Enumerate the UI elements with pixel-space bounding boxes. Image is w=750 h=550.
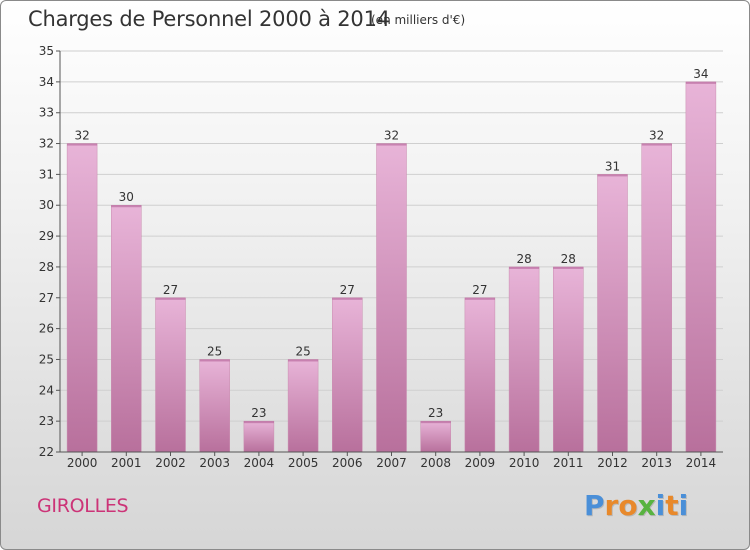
data-labels: 32 30 27 25 23 25 27 32 23 27 28 28 31 32 34 <box>74 67 708 420</box>
y-tick-label: 34 <box>39 75 54 89</box>
bar-2012 <box>597 174 628 453</box>
data-label: 27 <box>340 283 355 297</box>
data-label: 23 <box>251 406 266 420</box>
bar-top-edge <box>553 266 584 269</box>
data-label: 28 <box>516 252 531 266</box>
x-tick-label: 2001 <box>111 456 142 470</box>
bar-top-edge <box>376 143 407 146</box>
logo-letter: o <box>618 489 638 522</box>
logo-letter: x <box>637 489 656 522</box>
bars <box>66 81 717 453</box>
bar-top-edge <box>288 359 319 362</box>
bar-top-edge <box>67 143 98 146</box>
bar-top-edge <box>597 174 628 177</box>
data-label: 31 <box>605 159 620 173</box>
bar-2003 <box>199 359 230 453</box>
bar-top-edge <box>685 81 716 84</box>
x-tick-label: 2010 <box>509 456 540 470</box>
bar-2011 <box>553 266 584 453</box>
bar-top-edge <box>509 266 540 269</box>
x-tick-label: 2002 <box>155 456 186 470</box>
bar-2000 <box>66 143 98 453</box>
bar-2002 <box>155 297 186 453</box>
y-tick-label: 25 <box>39 352 54 366</box>
bar-2001 <box>111 204 142 453</box>
x-tick-label: 2009 <box>465 456 496 470</box>
bar-2004 <box>243 420 275 453</box>
y-tick-label: 31 <box>39 167 54 181</box>
x-tick-label: 2013 <box>641 456 672 470</box>
bar-2014 <box>685 81 717 453</box>
axes: 22 23 24 25 26 27 28 29 30 31 32 33 34 35 2000 2001 2002… <box>39 44 723 470</box>
y-tick-label: 22 <box>39 445 54 459</box>
data-label: 23 <box>428 406 443 420</box>
data-label: 25 <box>295 344 310 358</box>
bar-2006 <box>332 297 363 453</box>
data-label: 27 <box>163 283 178 297</box>
x-tick-label: 2007 <box>376 456 407 470</box>
x-tick-label: 2004 <box>244 456 275 470</box>
chart-title: Charges de Personnel 2000 à 2014 <box>28 7 390 31</box>
bar-top-edge <box>155 297 186 300</box>
bar-2013 <box>641 143 672 453</box>
bar-top-edge <box>641 143 672 146</box>
x-tick-label: 2006 <box>332 456 363 470</box>
x-tick-label: 2014 <box>686 456 717 470</box>
y-tick-label: 30 <box>39 198 54 212</box>
proxiti-logo: Proxiti <box>584 489 688 522</box>
x-tick-label: 2008 <box>420 456 451 470</box>
bar-top-edge <box>464 297 495 300</box>
bar-2007 <box>376 143 407 453</box>
logo-letter: i <box>655 489 666 522</box>
y-tick-label: 26 <box>39 322 54 336</box>
y-tick-label: 28 <box>39 260 54 274</box>
y-tick-label: 35 <box>39 44 54 58</box>
data-label: 30 <box>119 190 134 204</box>
x-tick-label: 2012 <box>597 456 628 470</box>
y-tick-label: 29 <box>39 229 54 243</box>
bar-2010 <box>508 266 540 453</box>
bar-top-edge <box>111 205 142 208</box>
bar-2005 <box>287 359 319 453</box>
x-tick-label: 2000 <box>67 456 98 470</box>
bar-top-edge <box>332 297 363 300</box>
logo-letter: i <box>678 489 689 522</box>
bar-top-edge <box>420 421 451 424</box>
data-label: 25 <box>207 344 222 358</box>
x-tick-label: 2011 <box>553 456 584 470</box>
y-tick-label: 32 <box>39 137 54 151</box>
x-tick-label: 2005 <box>288 456 319 470</box>
bar-2009 <box>464 297 496 453</box>
y-tick-label: 23 <box>39 414 54 428</box>
chart-subtitle: (en milliers d'€) <box>371 13 466 27</box>
bar-2008 <box>420 420 451 453</box>
y-tick-label: 24 <box>39 383 54 397</box>
y-tick-label: 27 <box>39 291 54 305</box>
data-label: 32 <box>649 129 664 143</box>
data-label: 28 <box>561 252 576 266</box>
y-tick-label: 33 <box>39 106 54 120</box>
logo-letter: t <box>665 489 679 522</box>
bar-top-edge <box>243 421 274 424</box>
logo-letter: r <box>604 489 619 522</box>
data-label: 32 <box>384 129 399 143</box>
data-label: 27 <box>472 283 487 297</box>
logo-letter: P <box>584 489 605 522</box>
bar-top-edge <box>199 359 230 362</box>
data-label: 34 <box>693 67 708 81</box>
commune-name: GIROLLES <box>37 495 129 517</box>
x-tick-label: 2003 <box>199 456 230 470</box>
data-label: 32 <box>74 129 89 143</box>
